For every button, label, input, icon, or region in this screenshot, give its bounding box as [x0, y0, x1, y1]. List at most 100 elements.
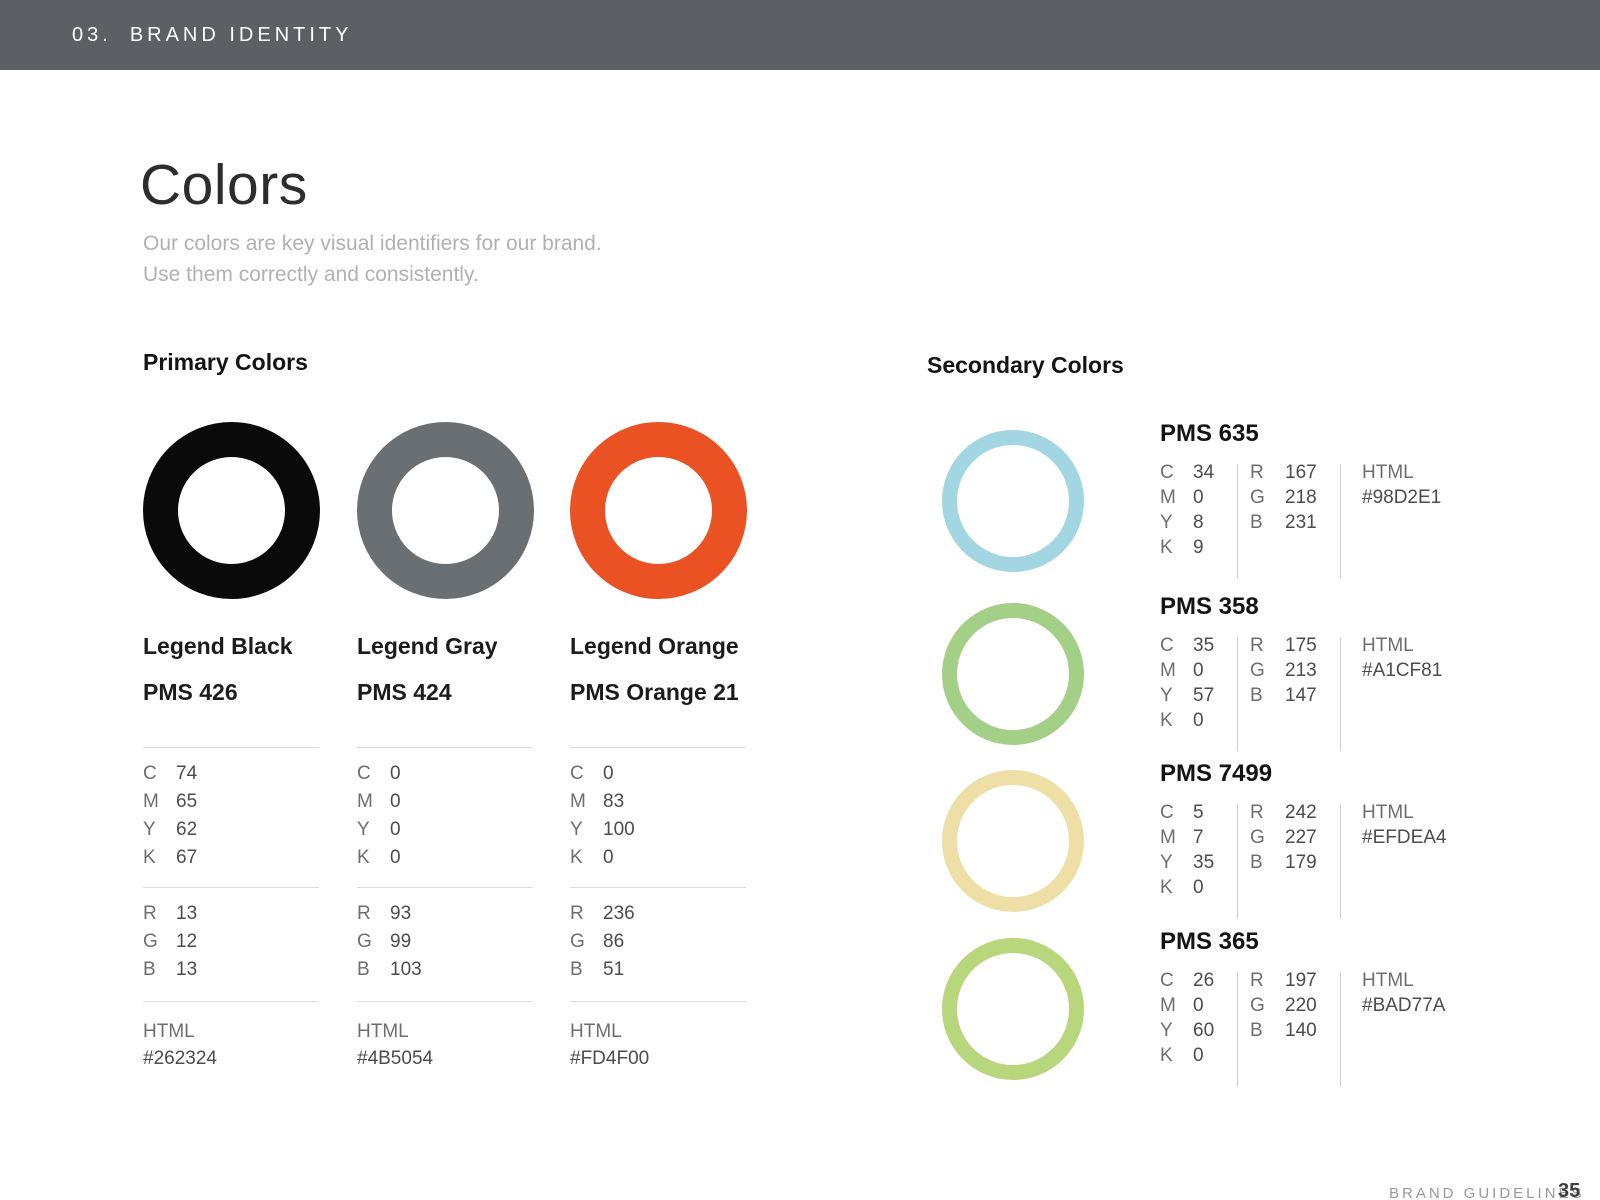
- spec-value: 147: [1285, 685, 1317, 706]
- primary-swatch-ring-gray: [357, 422, 534, 599]
- html-block: HTML #98D2E1: [1362, 460, 1441, 510]
- divider: [570, 887, 746, 888]
- spec-value: 0: [1193, 995, 1204, 1016]
- divider: [1340, 804, 1341, 918]
- spec-value: 0: [390, 819, 401, 840]
- html-block: HTML #BAD77A: [1362, 968, 1445, 1018]
- divider: [1237, 464, 1238, 578]
- spec-letter: K: [1160, 710, 1173, 731]
- spec-letter: Y: [570, 819, 583, 840]
- spec-row: B 179: [1250, 850, 1317, 875]
- primary-color-spec-black: Legend Black PMS 426 C 74 M 65 Y 62 K 67 R 13…: [143, 632, 319, 1072]
- html-label: HTML: [357, 1021, 409, 1042]
- spec-row: G 213: [1250, 658, 1317, 683]
- spec-row: B 147: [1250, 683, 1317, 708]
- spec-letter: C: [1160, 970, 1174, 991]
- spec-value: 67: [176, 847, 198, 868]
- spec-value: 65: [176, 791, 198, 812]
- spec-letter: G: [1250, 487, 1265, 508]
- spec-letter: M: [570, 791, 586, 812]
- subtitle-line-2: Use them correctly and consistently.: [143, 263, 479, 286]
- spec-value: 12: [176, 931, 198, 952]
- spec-letter: C: [357, 763, 371, 784]
- spec-row: G 99: [357, 928, 533, 956]
- spec-row: Y 35: [1160, 850, 1214, 875]
- spec-letter: R: [570, 903, 584, 924]
- spec-value: 236: [603, 903, 635, 924]
- spec-letter: Y: [1160, 512, 1173, 533]
- spec-row: R 197: [1250, 968, 1317, 993]
- divider: [143, 887, 319, 888]
- spec-letter: K: [357, 847, 370, 868]
- spec-value: 220: [1285, 995, 1317, 1016]
- spec-letter: M: [1160, 487, 1176, 508]
- divider: [357, 1001, 533, 1002]
- html-hex-value: #FD4F00: [570, 1048, 650, 1069]
- spec-letter: B: [1250, 852, 1263, 873]
- rgb-table: R 236 G 86 B 51: [570, 900, 746, 984]
- color-name: Legend Black: [143, 633, 293, 659]
- color-name: Legend Gray: [357, 633, 498, 659]
- spec-letter: B: [357, 959, 370, 980]
- spec-value: 0: [603, 847, 614, 868]
- spec-value: 231: [1285, 512, 1317, 533]
- spec-value: 51: [603, 959, 625, 980]
- section-header: 03. BRAND IDENTITY: [72, 0, 353, 70]
- spec-value: 60: [1193, 1020, 1215, 1041]
- spec-value: 140: [1285, 1020, 1317, 1041]
- html-block: HTML #EFDEA4: [1362, 800, 1446, 850]
- rgb-table: R 242 G 227 B 179: [1250, 800, 1317, 875]
- top-bar: 03. BRAND IDENTITY: [0, 0, 1600, 70]
- spec-letter: K: [143, 847, 156, 868]
- spec-value: 13: [176, 903, 198, 924]
- color-pms: PMS 426: [143, 679, 238, 705]
- spec-letter: Y: [357, 819, 370, 840]
- rgb-table: R 197 G 220 B 140: [1250, 968, 1317, 1043]
- html-label: HTML: [1362, 635, 1414, 656]
- spec-letter: M: [357, 791, 373, 812]
- divider: [570, 1001, 746, 1002]
- page-title: Colors: [140, 153, 308, 217]
- spec-row: R 175: [1250, 633, 1317, 658]
- footer-page-number: 35: [1558, 1180, 1581, 1200]
- spec-value: 0: [603, 763, 614, 784]
- spec-letter: B: [570, 959, 583, 980]
- html-hex-value: #4B5054: [357, 1048, 434, 1069]
- spec-value: 0: [1193, 710, 1204, 731]
- spec-value: 74: [176, 763, 198, 784]
- spec-value: 242: [1285, 802, 1317, 823]
- spec-row: R 93: [357, 900, 533, 928]
- spec-letter: C: [143, 763, 157, 784]
- spec-letter: Y: [1160, 852, 1173, 873]
- spec-row: C 26: [1160, 968, 1214, 993]
- color-pms: PMS 358: [1160, 593, 1259, 620]
- spec-row: B 13: [143, 956, 319, 984]
- html-block: HTML #A1CF81: [1362, 633, 1442, 683]
- section-title: BRAND IDENTITY: [129, 24, 353, 46]
- divider: [1237, 637, 1238, 751]
- spec-letter: G: [357, 931, 372, 952]
- color-pms: PMS 635: [1160, 420, 1259, 447]
- spec-value: 0: [1193, 1045, 1204, 1066]
- spec-letter: C: [1160, 462, 1174, 483]
- spec-value: 93: [390, 903, 412, 924]
- spec-letter: R: [1250, 635, 1264, 656]
- spec-value: 103: [390, 959, 422, 980]
- spec-value: 35: [1193, 852, 1215, 873]
- spec-letter: C: [1160, 635, 1174, 656]
- spec-row: B 140: [1250, 1018, 1317, 1043]
- spec-letter: B: [1250, 1020, 1263, 1041]
- spec-value: 5: [1193, 802, 1204, 823]
